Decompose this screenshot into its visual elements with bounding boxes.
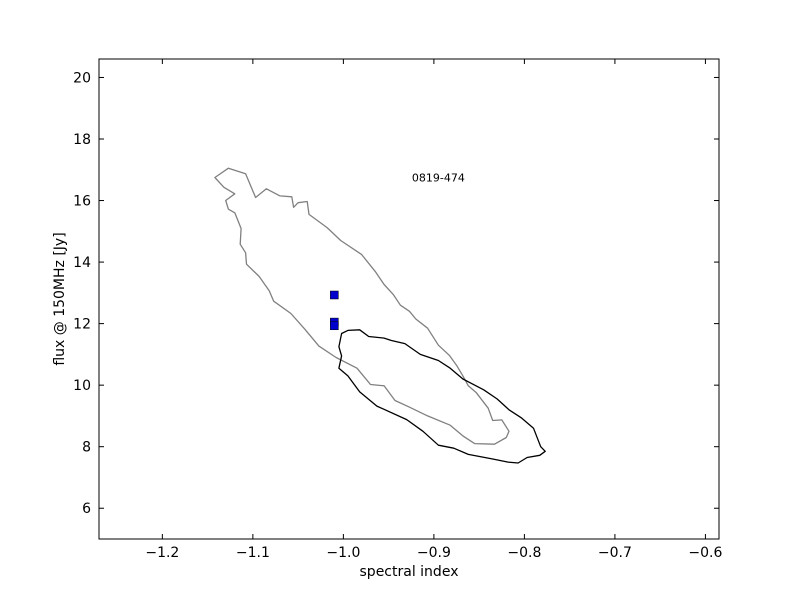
contour-layer bbox=[214, 167, 546, 464]
y-axis-label: flux @ 150MHz [Jy] bbox=[52, 232, 68, 365]
y-tick-label: 6 bbox=[82, 501, 91, 517]
contour-2 bbox=[338, 329, 546, 464]
data-point-1 bbox=[330, 290, 339, 300]
y-tick-label: 20 bbox=[73, 70, 91, 86]
y-tick-label: 8 bbox=[82, 440, 91, 456]
x-axis-ticks: −1.2 −1.1 −1.0 −0.9 −0.8 −0.7 −0.6 bbox=[145, 59, 723, 561]
contour-1 bbox=[214, 167, 510, 445]
x-axis-label: spectral index bbox=[360, 564, 459, 580]
x-tick-label: −0.8 bbox=[507, 545, 541, 561]
y-tick-label: 12 bbox=[73, 317, 91, 333]
y-tick-label: 10 bbox=[73, 378, 91, 394]
x-tick-label: −0.7 bbox=[598, 545, 632, 561]
y-tick-label: 18 bbox=[73, 132, 91, 148]
x-tick-label: −0.9 bbox=[417, 545, 451, 561]
y-tick-label: 14 bbox=[73, 255, 91, 271]
data-point-3 bbox=[330, 321, 339, 331]
source-name-annotation: 0819-474 bbox=[412, 171, 465, 184]
y-axis-ticks: 6 8 10 12 14 16 18 20 bbox=[73, 70, 719, 517]
annotations: 0819-474 bbox=[412, 171, 465, 184]
x-tick-label: −1.0 bbox=[326, 545, 360, 561]
plot-frame bbox=[98, 58, 720, 540]
data-points bbox=[330, 290, 339, 331]
x-tick-label: −1.2 bbox=[145, 545, 179, 561]
y-tick-label: 16 bbox=[73, 194, 91, 210]
x-tick-label: −1.1 bbox=[236, 545, 270, 561]
x-tick-label: −0.6 bbox=[688, 545, 722, 561]
